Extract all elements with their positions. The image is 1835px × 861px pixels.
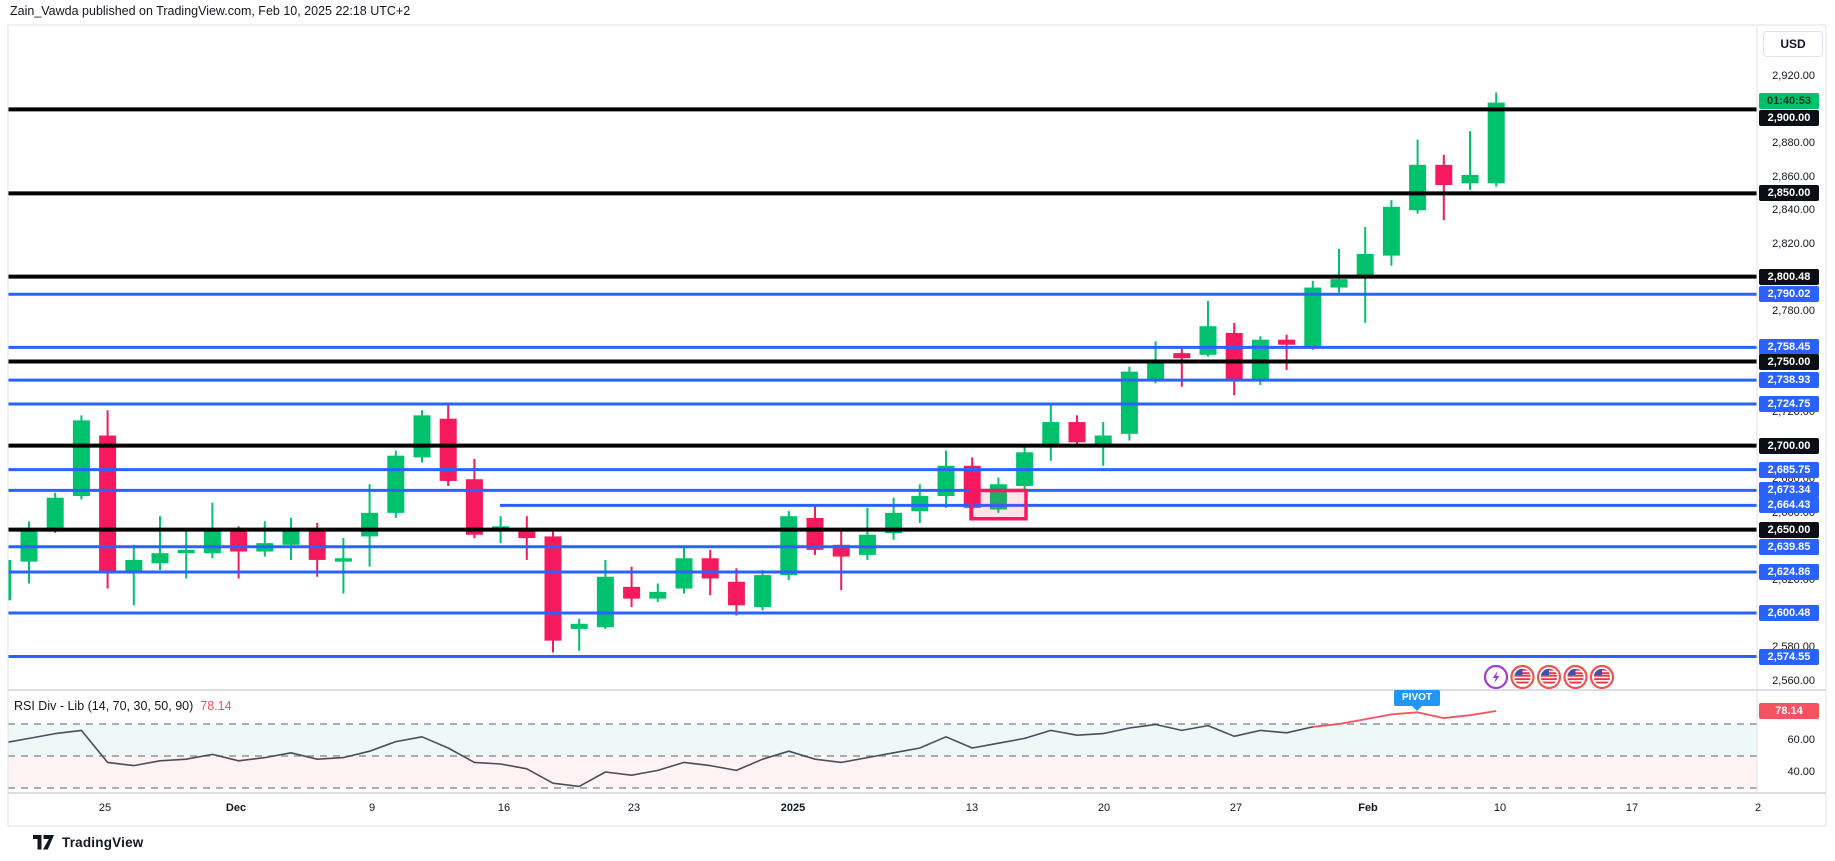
price-line-label: 2,650.00 (1759, 521, 1819, 538)
price-line-label: 2,738.93 (1759, 372, 1819, 389)
us-flag-icon[interactable] (1512, 666, 1534, 688)
indicator-title-row: RSI Div - Lib (14, 70, 30, 50, 90) 78.14 (14, 699, 232, 713)
tradingview-brand: TradingView (62, 835, 144, 850)
time-label: Dec (225, 802, 247, 814)
price-line-label: 2,664.43 (1759, 497, 1819, 514)
candle (99, 410, 117, 589)
price-line-label: 2,600.48 (1759, 604, 1819, 621)
candle (1330, 248, 1348, 293)
candle (858, 507, 876, 560)
price-tick: 2,860.00 (1772, 170, 1815, 183)
candle (151, 516, 169, 571)
time-label: 23 (627, 802, 641, 814)
rsi-line (8, 723, 1340, 788)
time-label: 16 (497, 802, 511, 814)
price-tick: 2,920.00 (1772, 69, 1815, 82)
lightning-icon[interactable] (1483, 664, 1509, 690)
candle (1278, 334, 1296, 370)
price-line-label: 2,790.02 (1759, 286, 1819, 303)
us-flag-icon[interactable] (1591, 666, 1613, 688)
candle (387, 450, 405, 518)
candle (1461, 131, 1479, 191)
time-axis[interactable] (8, 793, 1826, 826)
price-tick: 2,840.00 (1772, 204, 1815, 217)
candle (72, 415, 90, 500)
candle (727, 568, 745, 616)
tradingview-logo-icon (33, 835, 54, 850)
candle (125, 544, 143, 606)
price-line-label: 2,685.75 (1759, 461, 1819, 478)
price-line-label: 2,700.00 (1759, 437, 1819, 454)
candle (544, 531, 562, 653)
time-label: Feb (1358, 802, 1378, 814)
candle (413, 410, 431, 463)
candle (937, 450, 955, 508)
rsi-band-upper (8, 724, 1757, 756)
candle (1068, 415, 1086, 448)
rsi-value-axis-label: 78.14 (1759, 703, 1819, 719)
price-line-label: 2,724.75 (1759, 395, 1819, 412)
rsi-tick: 40.00 (1787, 766, 1815, 778)
candle (1304, 280, 1322, 350)
candle (832, 531, 850, 591)
time-label: 20 (1097, 802, 1111, 814)
candle (8, 559, 12, 601)
countdown-label: 01:40:53 (1759, 93, 1819, 110)
candle (596, 559, 614, 629)
time-label: 10 (1493, 802, 1507, 814)
candle (649, 583, 667, 602)
candle (1409, 139, 1427, 214)
us-flag-icon[interactable] (1565, 666, 1587, 688)
price-line-label: 2,574.55 (1759, 648, 1819, 665)
candle (1225, 322, 1243, 396)
price-line-label: 2,758.45 (1759, 339, 1819, 356)
time-label: 25 (98, 802, 112, 814)
currency-button[interactable]: USD (1763, 31, 1823, 57)
candle (177, 529, 195, 579)
candle (1487, 92, 1505, 187)
price-tick: 2,780.00 (1772, 305, 1815, 318)
rsi-band-lower (8, 756, 1757, 788)
pivot-label[interactable]: PIVOT (1393, 690, 1441, 706)
candle (1435, 154, 1453, 221)
indicator-value: 78.14 (200, 699, 232, 713)
candle (282, 517, 300, 560)
candle (1382, 200, 1400, 266)
price-line-label: 2,850.00 (1759, 185, 1819, 202)
price-line-label: 2,750.00 (1759, 353, 1819, 370)
red-box-annotation[interactable] (969, 488, 1028, 521)
candle (361, 484, 379, 567)
us-flag-icon[interactable] (1538, 666, 1560, 688)
time-label: 27 (1229, 802, 1243, 814)
tradingview-attribution[interactable]: TradingView (33, 835, 143, 850)
rsi-projection-line (1312, 710, 1497, 728)
rsi-tick: 60.00 (1787, 734, 1815, 746)
candle (256, 521, 274, 557)
time-label: 17 (1625, 802, 1639, 814)
price-line-label: 2,800.48 (1759, 268, 1819, 285)
price-tick: 2,880.00 (1772, 136, 1815, 149)
time-label: 2 (1754, 802, 1762, 814)
price-line-label: 2,639.85 (1759, 538, 1819, 555)
candle (518, 516, 536, 560)
price-tick: 2,820.00 (1772, 237, 1815, 250)
candle (675, 546, 693, 594)
publish-caption: Zain_Vawda published on TradingView.com,… (10, 4, 411, 18)
time-label: 9 (368, 802, 376, 814)
candle (570, 618, 588, 651)
price-line-label: 2,624.86 (1759, 563, 1819, 580)
last-price-label: 2,900.00 (1759, 109, 1819, 126)
price-tick: 2,560.00 (1772, 675, 1815, 687)
candle (465, 459, 483, 539)
price-line-label: 2,673.34 (1759, 482, 1819, 499)
candle (754, 570, 772, 611)
time-label: 13 (965, 802, 979, 814)
candles-layer (8, 92, 1505, 653)
candle (1042, 403, 1060, 461)
time-label: 2025 (780, 802, 806, 814)
indicator-title[interactable]: RSI Div - Lib (14, 70, 30, 50, 90) (14, 699, 194, 713)
candle (46, 492, 64, 534)
